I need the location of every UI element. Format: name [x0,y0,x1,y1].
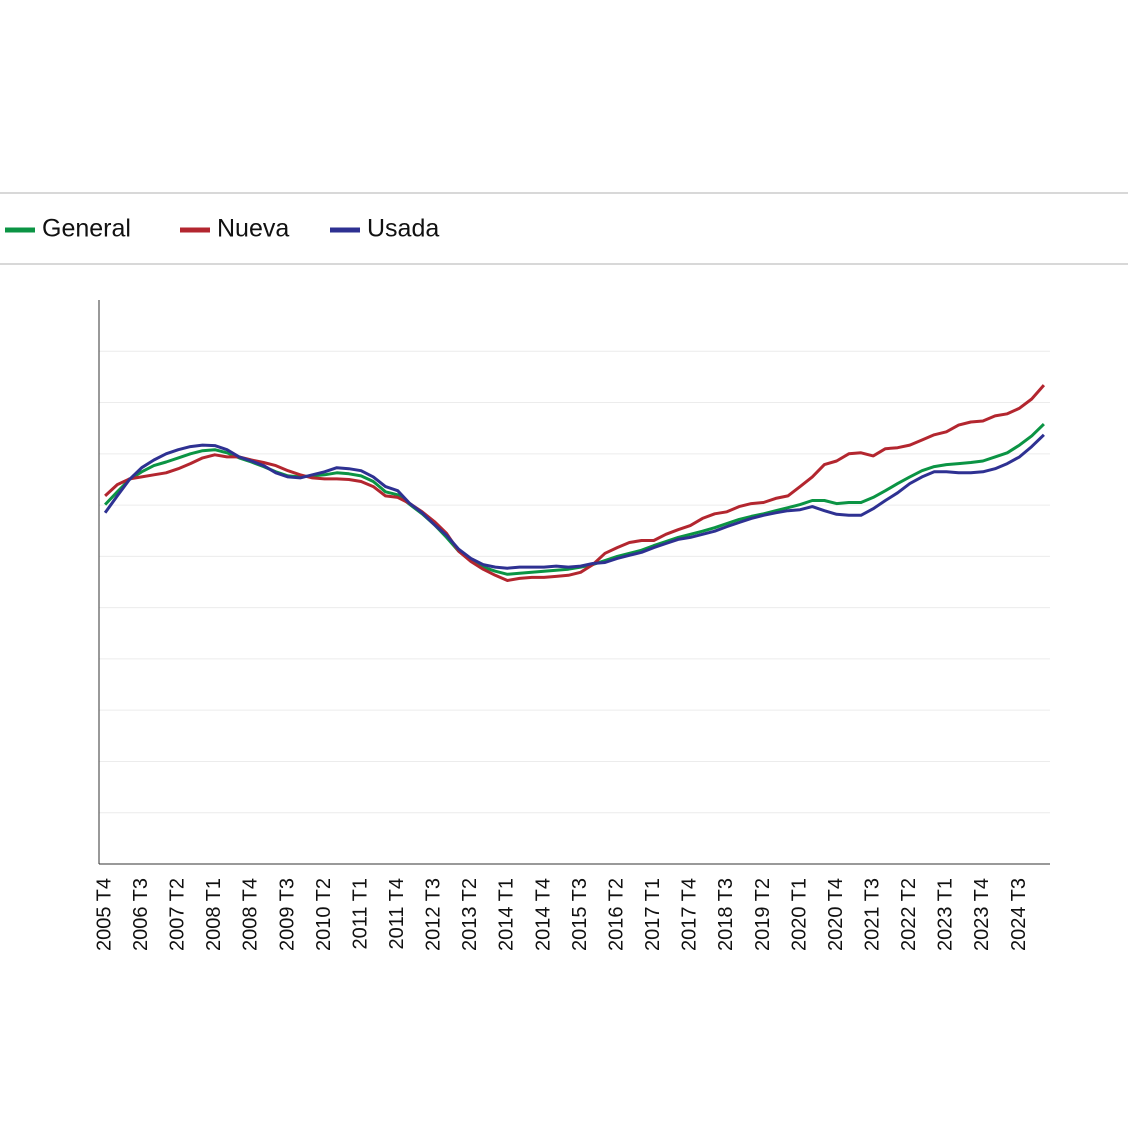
x-tick-label: 2018 T3 [715,878,737,951]
legend-label: Nueva [217,215,289,243]
x-tick-label: 2008 T1 [203,878,225,951]
series-line [103,433,1045,570]
legend-label: Usada [367,215,439,243]
x-tick-label: 2022 T2 [898,878,920,951]
x-tick-label: 2020 T1 [788,878,810,951]
x-tick-label: 2014 T1 [496,878,518,951]
x-tick-label: 2011 T4 [386,878,408,950]
x-tick-label: 2013 T2 [459,878,481,951]
legend-label: General [42,215,131,243]
x-tick-label: 2007 T2 [167,878,189,951]
x-tick-label: 2015 T3 [569,878,591,951]
x-tick-label: 2016 T2 [605,878,627,951]
x-tick-label: 2011 T1 [349,878,371,950]
lines [103,384,1046,582]
x-tick-label: 2014 T4 [532,878,554,951]
x-tick-label: 2010 T2 [313,878,335,951]
x-tick-label: 2012 T3 [423,878,445,951]
x-tick-label: 2017 T4 [679,878,701,951]
series-line [104,384,1046,582]
x-tick-label: 2020 T4 [825,878,847,951]
x-tick-label: 2023 T1 [935,878,957,951]
grid [99,350,1050,814]
x-tick-label: 2023 T4 [971,878,993,951]
x-tick-label: 2006 T3 [130,878,152,951]
x-tick-label: 2021 T3 [861,878,883,951]
x-tick-label: 2019 T2 [752,878,774,951]
x-tick-label: 2009 T3 [276,878,298,951]
x-tick-label: 2005 T4 [93,878,115,951]
x-tick-label: 2017 T1 [642,878,664,951]
x-tick-label: 2008 T4 [240,878,262,951]
x-tick-label: 2024 T3 [1008,878,1030,951]
